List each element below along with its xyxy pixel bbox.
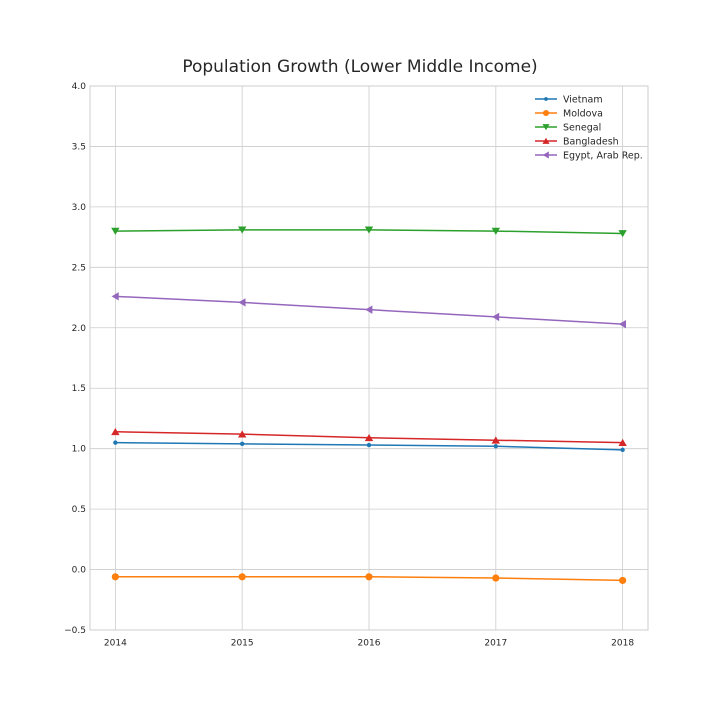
data-point-egypt-arab-rep xyxy=(238,298,246,307)
data-point-senegal xyxy=(364,226,374,234)
legend-item-bangladesh: Bangladesh xyxy=(535,137,619,148)
legend-item-senegal: Senegal xyxy=(535,123,601,134)
legend-label-moldova: Moldova xyxy=(563,109,603,120)
data-point-bangladesh xyxy=(618,438,627,446)
legend-item-egypt-arab-rep: Egypt, Arab Rep. xyxy=(535,151,643,162)
legend-item-moldova: Moldova xyxy=(535,109,603,120)
axis-ticks: 2014 2015 2016 2017 2018 −0.5 0.0 0.5 1.0 1.5 2.0 2… xyxy=(64,82,634,649)
data-point-senegal xyxy=(237,226,247,234)
legend-item-vietnam: Vietnam xyxy=(535,95,603,106)
data-point-egypt-arab-rep xyxy=(365,305,373,314)
y-tick-label: 3.0 xyxy=(72,203,87,213)
data-point-senegal xyxy=(618,230,627,238)
legend-marker-vietnam xyxy=(544,97,548,101)
chart-title: Population Growth (Lower Middle Income) xyxy=(182,57,537,77)
x-tick-label: 2016 xyxy=(358,639,381,649)
data-point-moldova xyxy=(111,573,119,581)
y-tick-label: 2.5 xyxy=(72,263,86,273)
legend-label-bangladesh: Bangladesh xyxy=(563,137,619,148)
data-point-bangladesh xyxy=(111,427,120,436)
data-point-senegal xyxy=(111,227,120,235)
legend-marker-egypt-arab-rep xyxy=(542,151,549,159)
x-tick-label: 2014 xyxy=(104,639,127,649)
data-point-bangladesh xyxy=(237,430,247,438)
series-vietnam xyxy=(113,440,625,453)
legend-marker-senegal xyxy=(542,124,550,131)
data-point-vietnam xyxy=(493,444,499,449)
series-lines xyxy=(111,226,627,585)
data-point-vietnam xyxy=(113,440,118,445)
data-point-vietnam xyxy=(239,441,245,447)
series-moldova xyxy=(111,573,627,585)
data-point-egypt-arab-rep xyxy=(111,292,119,301)
data-point-bangladesh xyxy=(491,436,501,444)
data-point-moldova xyxy=(492,574,500,582)
series-senegal xyxy=(111,226,627,238)
data-point-senegal xyxy=(491,227,501,235)
grid-lines xyxy=(90,85,648,631)
series-egypt-arab-rep xyxy=(111,292,626,329)
legend-label-vietnam: Vietnam xyxy=(563,95,603,106)
y-tick-label: 3.5 xyxy=(72,142,86,152)
data-point-egypt-arab-rep xyxy=(492,312,500,322)
y-tick-label: 2.0 xyxy=(72,324,87,334)
x-tick-label: 2018 xyxy=(611,639,634,649)
y-tick-label: −0.5 xyxy=(64,626,86,636)
data-point-vietnam xyxy=(366,442,372,448)
data-point-bangladesh xyxy=(364,434,374,442)
data-point-moldova xyxy=(238,573,246,581)
legend-marker-moldova xyxy=(542,109,550,117)
legend-marker-bangladesh xyxy=(542,137,550,144)
y-tick-label: 4.0 xyxy=(72,82,87,92)
y-tick-label: 0.0 xyxy=(72,566,87,576)
y-tick-label: 1.5 xyxy=(72,384,86,394)
legend: Vietnam Moldova Senegal Bangladesh Egypt, Ar… xyxy=(535,95,643,162)
y-tick-label: 0.5 xyxy=(72,505,86,515)
series-bangladesh xyxy=(111,427,627,446)
x-tick-label: 2015 xyxy=(231,639,254,649)
data-point-moldova xyxy=(619,576,627,585)
x-tick-label: 2017 xyxy=(484,639,507,649)
y-tick-label: 1.0 xyxy=(72,445,87,455)
legend-label-egypt-arab-rep: Egypt, Arab Rep. xyxy=(563,151,643,162)
data-point-vietnam xyxy=(620,447,625,453)
legend-label-senegal: Senegal xyxy=(563,123,601,134)
data-point-egypt-arab-rep xyxy=(618,319,626,329)
data-point-moldova xyxy=(365,573,373,581)
